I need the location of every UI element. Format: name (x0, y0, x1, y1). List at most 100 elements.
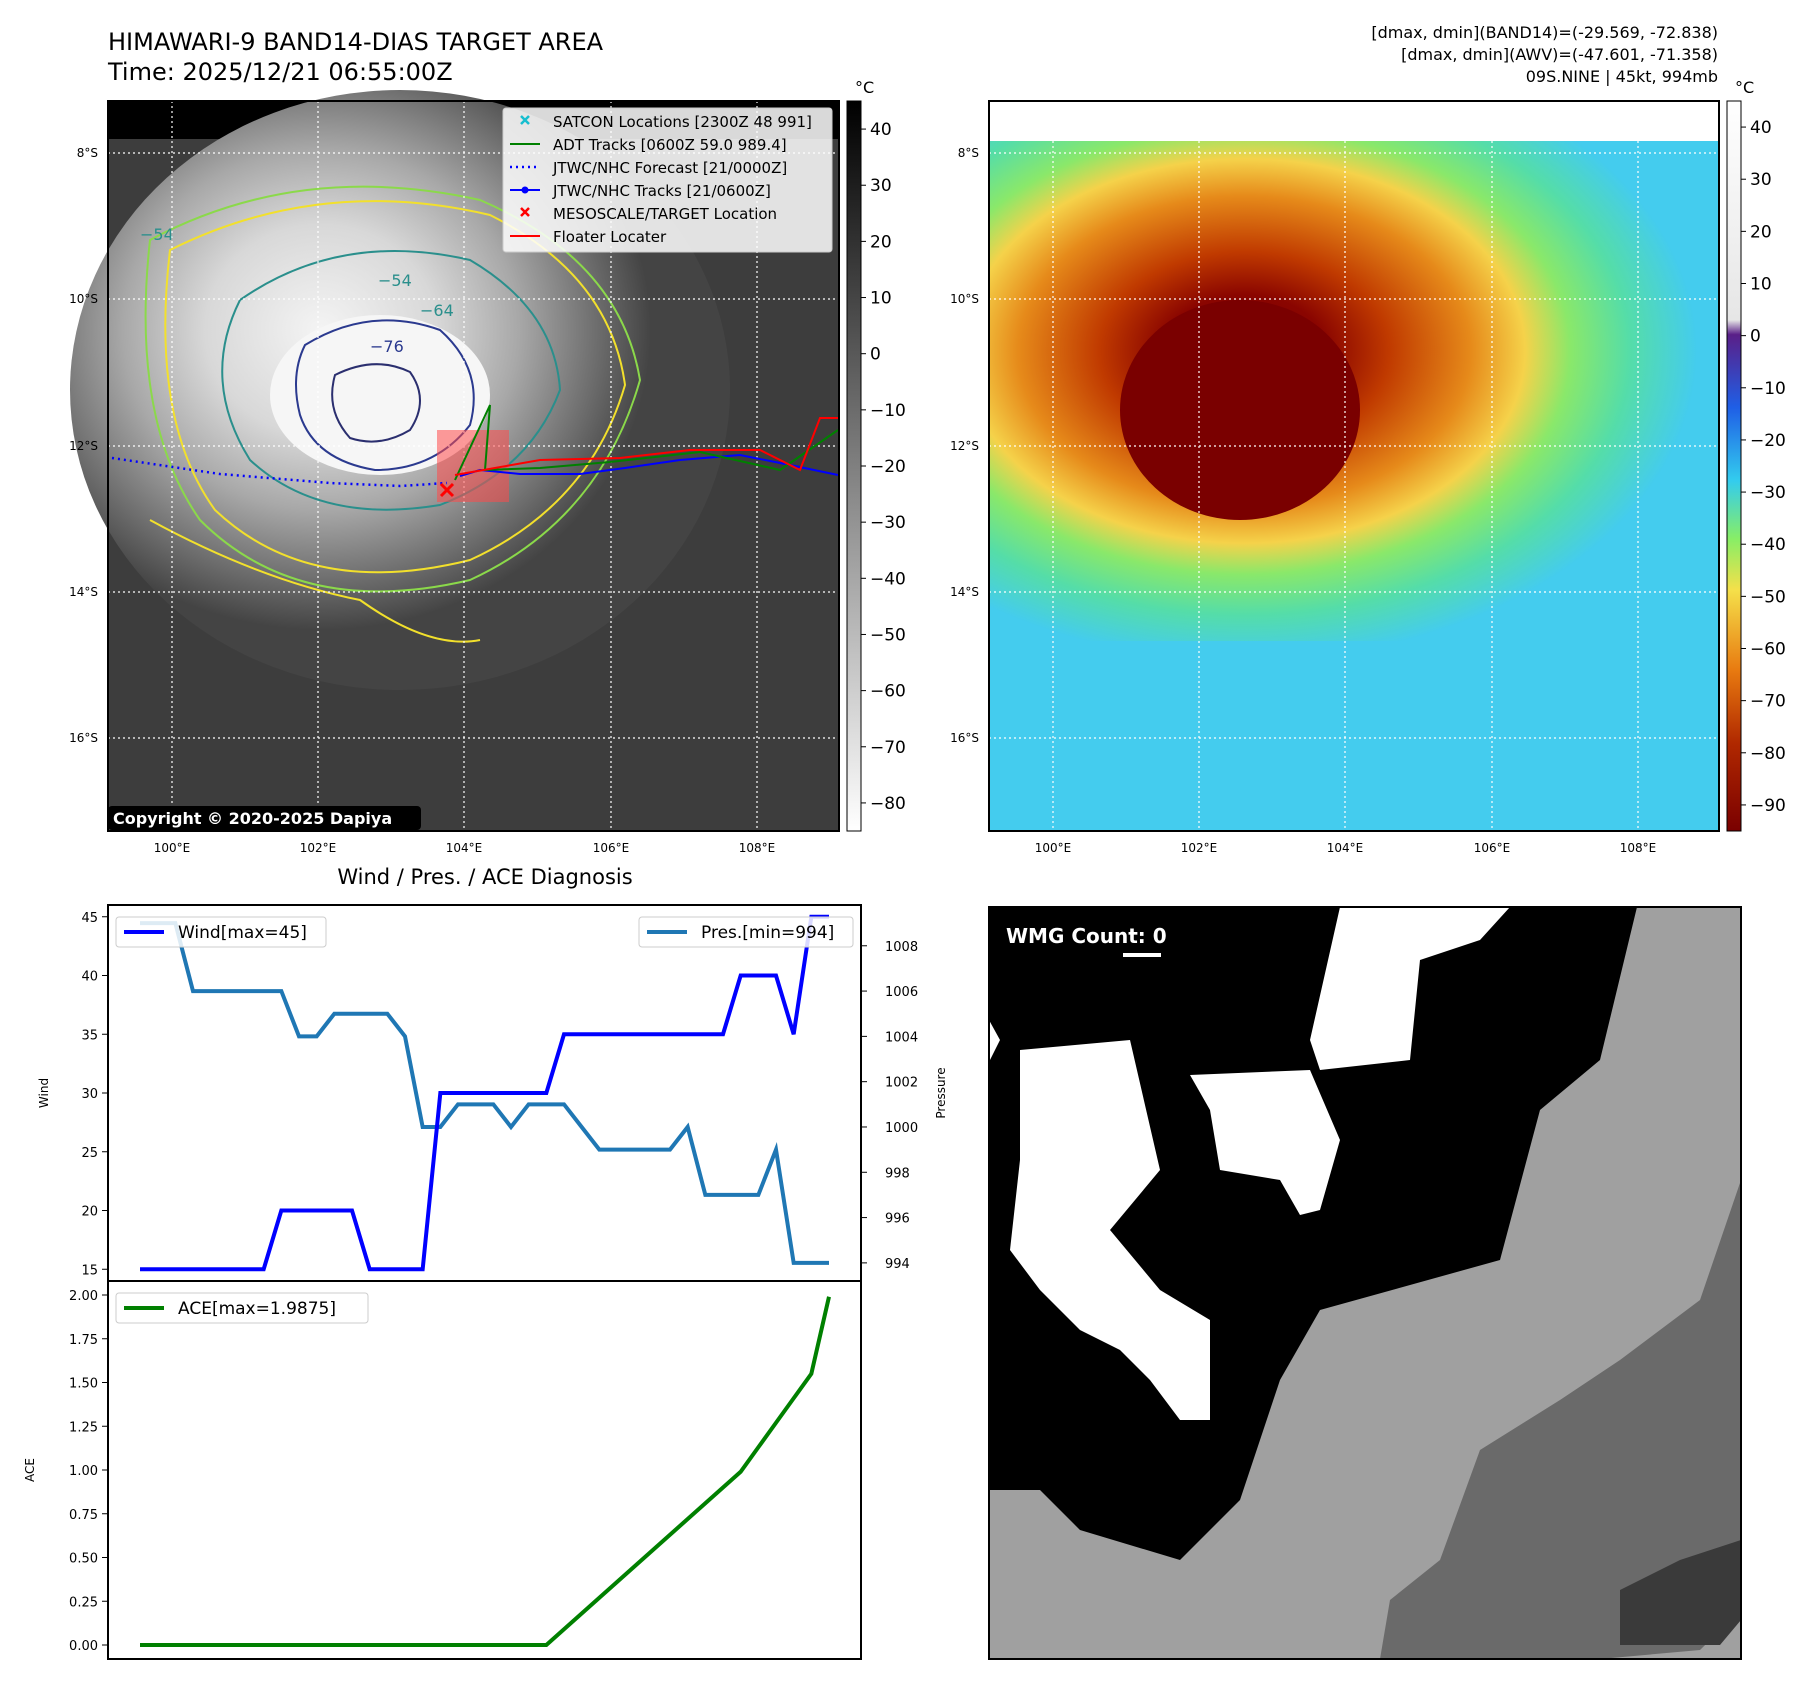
ace-tick-label: 0.50 (69, 1552, 98, 1567)
colorbar-tick-label: −10 (870, 401, 906, 421)
ir-map-frame (107, 100, 840, 832)
colorbar-tick-label: −50 (1750, 587, 1786, 607)
awv-map-frame (988, 100, 1720, 832)
lat-tick-label: 12°S (950, 439, 979, 453)
colorbar-tick-label: 20 (1750, 222, 1772, 242)
pressure-tick-label: 1000 (885, 1121, 918, 1136)
floater-locater-track[interactable] (454, 417, 838, 476)
ir-lat-tick-labels: 8°S 10°S 12°S 14°S 16°S (69, 146, 98, 745)
legend-label: JTWC/NHC Tracks [21/0600Z] (552, 182, 771, 200)
colorbar-tick-label: −30 (1750, 483, 1786, 503)
lon-tick-label: 106°E (1474, 841, 1511, 855)
colorbar-tick-label: −40 (1750, 535, 1786, 555)
colorbar-tick-label: −40 (870, 569, 906, 589)
awv-gridlines (989, 101, 1719, 831)
colorbar-tick-label: −90 (1750, 796, 1786, 816)
ace-tick-label: 1.50 (69, 1377, 98, 1392)
legend-item-jtwc-tracks[interactable]: JTWC/NHC Tracks [21/0600Z] (510, 182, 771, 200)
colorbar-tick-label: −60 (870, 682, 906, 702)
pressure-series-line[interactable] (140, 921, 829, 1265)
ace-tick-label: 1.75 (69, 1333, 98, 1348)
colorbar-tick-label: −50 (870, 625, 906, 645)
wind-series-line[interactable] (140, 914, 829, 1272)
ace-tick-label: 2.00 (69, 1289, 98, 1304)
ace-tick-label: 0.00 (69, 1639, 98, 1654)
pressure-tick-label: 1004 (885, 1030, 918, 1045)
colorbar-tick-label: 0 (1750, 327, 1761, 347)
awv-map-nodata-band (989, 101, 1719, 141)
wind-legend[interactable]: Wind[max=45] (115, 916, 327, 948)
copyright-text: Copyright © 2020-2025 Dapiya (113, 809, 392, 828)
legend-item-jtwc-forecast[interactable]: JTWC/NHC Forecast [21/0000Z] (510, 159, 787, 177)
pressure-tick-label: 994 (885, 1257, 910, 1272)
lat-tick-label: 14°S (69, 585, 98, 599)
mesoscale-target-marker[interactable] (439, 482, 455, 498)
legend-label: MESOSCALE/TARGET Location (553, 205, 777, 223)
legend-label: Floater Locater (553, 228, 667, 246)
ir-colorbar-unit: °C (855, 78, 874, 97)
colorbar-tick-label: 10 (1750, 275, 1772, 295)
wmg-white-region (989, 1020, 1000, 1060)
colorbar-tick-label: −80 (1750, 744, 1786, 764)
awv-colorbar-ticks: 40 30 20 10 0 −10 −20 −30 −40 −50 −60 −70 −80 −90 (1741, 118, 1786, 816)
ace-legend[interactable]: ACE[max=1.9875] (115, 1292, 369, 1324)
wmg-frame (988, 906, 1742, 1660)
pressure-tick-label: 1006 (885, 985, 918, 1000)
contour-core (331, 363, 421, 443)
contour-label: −54 (140, 225, 174, 244)
lat-tick-label: 16°S (69, 731, 98, 745)
lon-tick-label: 100°E (1035, 841, 1072, 855)
lon-tick-label: 104°E (1327, 841, 1364, 855)
colorbar-tick-label: −30 (870, 513, 906, 533)
legend-label: Pres.[min=994] (701, 923, 834, 943)
ir-legend: SATCON Locations [2300Z 48 991] ADT Trac… (502, 107, 833, 253)
adt-track[interactable] (454, 404, 839, 481)
satcon-x-icon (520, 115, 530, 125)
jtwc-forecast-track[interactable] (111, 456, 448, 488)
pressure-tick-label: 1008 (885, 940, 918, 955)
contour-teal (221, 250, 562, 511)
diag-title: Wind / Pres. / ACE Diagnosis (337, 865, 632, 889)
ir-storm-core (270, 315, 490, 475)
legend-label: SATCON Locations [2300Z 48 991] (553, 113, 812, 131)
lon-tick-label: 108°E (739, 841, 776, 855)
wind-tick-label: 20 (81, 1205, 98, 1220)
wmg-dark-gray-region (1380, 1180, 1741, 1659)
colorbar-tick-label: −20 (1750, 431, 1786, 451)
wmg-darkest-region (1620, 1540, 1741, 1645)
legend-item-satcon[interactable]: SATCON Locations [2300Z 48 991] (520, 113, 812, 131)
info-band14: [dmax, dmin](BAND14)=(-29.569, -72.838) (1371, 23, 1718, 42)
ace-tick-label: 0.25 (69, 1595, 98, 1610)
legend-label: Wind[max=45] (178, 923, 307, 943)
wmg-count-badge (999, 919, 1177, 951)
lon-tick-label: 100°E (154, 841, 191, 855)
wmg-white-region (1190, 1070, 1340, 1215)
wind-tick-label: 45 (81, 911, 98, 926)
pressure-legend[interactable]: Pres.[min=994] (638, 916, 854, 948)
info-storm: 09S.NINE | 45kt, 994mb (1526, 67, 1718, 86)
lon-tick-label: 106°E (593, 841, 630, 855)
ace-series-line[interactable] (140, 1296, 831, 1647)
legend-item-adt[interactable]: ADT Tracks [0600Z 59.0 989.4] (510, 136, 787, 154)
contour-label: −54 (378, 271, 412, 290)
awv-colorbar-unit: °C (1735, 78, 1754, 97)
lat-tick-label: 12°S (69, 439, 98, 453)
wind-tick-label: 35 (81, 1028, 98, 1043)
wmg-white-region (1010, 1040, 1210, 1420)
lon-tick-label: 102°E (300, 841, 337, 855)
ace-panel (107, 1280, 862, 1660)
legend-label: ADT Tracks [0600Z 59.0 989.4] (553, 136, 787, 154)
lat-tick-label: 8°S (958, 146, 979, 160)
lat-tick-label: 16°S (950, 731, 979, 745)
colorbar-tick-label: −70 (1750, 692, 1786, 712)
wind-tick-label: 15 (81, 1263, 98, 1278)
colorbar-tick-label: −70 (870, 738, 906, 758)
wmg-panel: WMG Count: 0 (988, 906, 1742, 1660)
wmg-white-region (1310, 907, 1510, 1070)
legend-item-mesoscale[interactable]: MESOSCALE/TARGET Location (520, 205, 777, 223)
legend-item-floater[interactable]: Floater Locater (510, 228, 667, 246)
colorbar-tick-label: −80 (870, 794, 906, 814)
ir-colorbar: °C 40 30 20 10 0 −10 −20 −30 −40 −50 −60 −70 −80 (846, 78, 906, 832)
jtwc-observed-track[interactable] (459, 453, 839, 477)
